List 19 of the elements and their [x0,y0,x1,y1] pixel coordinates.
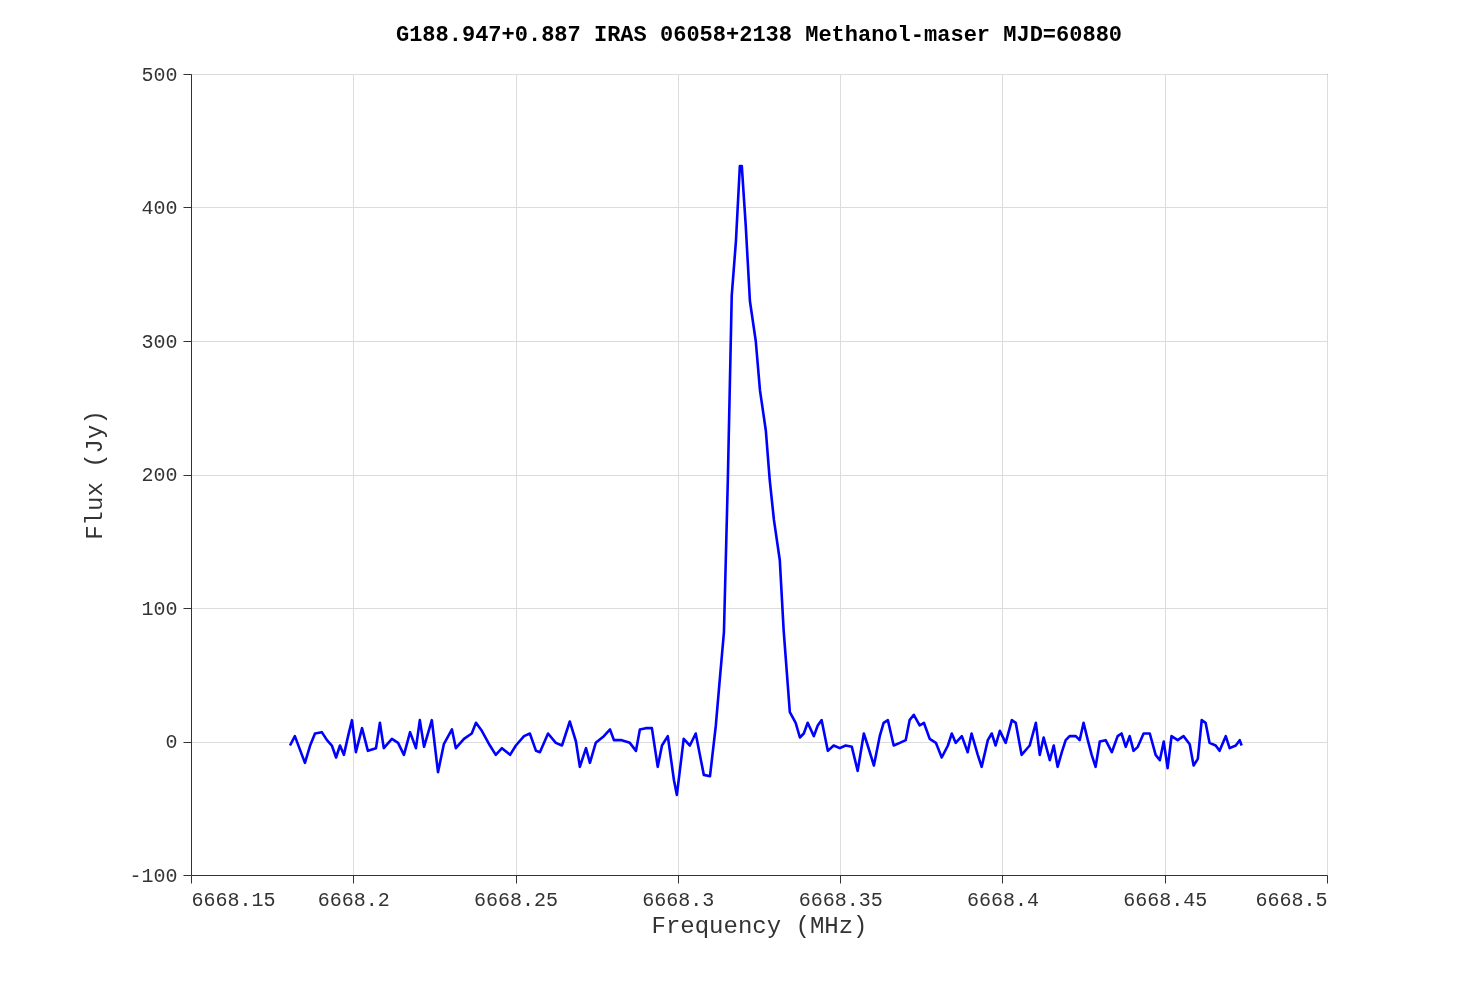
chart-title: G188.947+0.887 IRAS 06058+2138 Methanol-maser MJD=60880 [395,23,1123,48]
x-tick-label: 6668.5 [1255,888,1328,912]
y-tick-label: 100 [141,597,178,621]
y-tick-label: 400 [141,197,178,220]
y-tick-label: -100 [129,864,178,888]
y-axis-title: Flux (Jy) [82,410,110,540]
y-tick-label: 500 [141,63,178,87]
line-series [288,164,1243,797]
x-tick-label: 6668.15 [191,888,276,912]
x-tick-label: 6668.4 [966,888,1039,912]
y-tick-label: 0 [165,731,178,754]
x-tick-label: 6668.35 [798,888,883,912]
y-tick-label: 300 [141,330,178,354]
x-tick-label: 6668.2 [317,888,390,912]
y-tick-label: 200 [141,464,178,487]
x-axis-title: Frequency (MHz) [651,912,868,940]
x-tick-label: 6668.45 [1123,888,1208,912]
x-tick-label: 6668.25 [474,888,559,912]
x-tick-label: 6668.3 [642,888,715,912]
